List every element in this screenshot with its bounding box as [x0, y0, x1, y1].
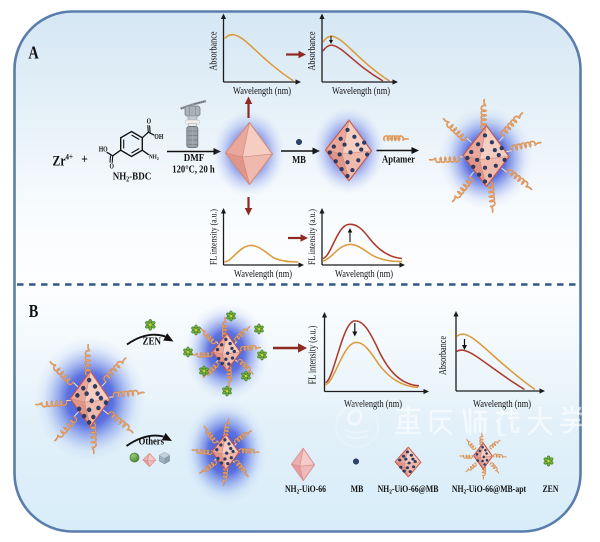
svg-text:NH2-UiO-66: NH2-UiO-66	[285, 483, 327, 495]
svg-text:2: 2	[157, 155, 159, 160]
svg-text:Wavelength (nm): Wavelength (nm)	[335, 268, 393, 280]
svg-text:MB: MB	[292, 154, 306, 166]
svg-text:FL intensity (a.u.): FL intensity (a.u.)	[208, 209, 219, 265]
svg-text:NH: NH	[149, 154, 157, 161]
svg-text:ZEN: ZEN	[542, 483, 559, 494]
svg-text:Wavelength (nm): Wavelength (nm)	[233, 85, 291, 97]
svg-text:Wavelength (nm): Wavelength (nm)	[332, 85, 390, 97]
svg-text:FL intensity (a.u.): FL intensity (a.u.)	[307, 326, 318, 385]
svg-text:Absorbance: Absorbance	[306, 31, 317, 70]
svg-text:120°C, 20 h: 120°C, 20 h	[172, 164, 215, 176]
svg-text:HO: HO	[99, 146, 108, 154]
svg-text:MB: MB	[351, 483, 364, 494]
svg-text:OH: OH	[154, 133, 163, 141]
svg-text:Wavelength (nm): Wavelength (nm)	[473, 398, 531, 410]
svg-text:Absorbance: Absorbance	[437, 336, 448, 375]
svg-text:Others: Others	[139, 436, 165, 448]
svg-text:O: O	[147, 118, 151, 126]
svg-text:B: B	[29, 303, 39, 322]
svg-text:NH2-BDC: NH2-BDC	[113, 171, 151, 184]
svg-text:Absorbance: Absorbance	[208, 31, 219, 70]
svg-text:FL intensity (a.u.): FL intensity (a.u.)	[306, 209, 317, 265]
svg-text:DMF: DMF	[184, 152, 205, 164]
svg-text:NH2-UiO-66@MB: NH2-UiO-66@MB	[378, 483, 439, 495]
svg-text:NH2-UiO-66@MB-apt: NH2-UiO-66@MB-apt	[452, 483, 526, 495]
svg-text:ZEN: ZEN	[142, 336, 161, 348]
svg-text:Wavelength (nm): Wavelength (nm)	[344, 398, 402, 410]
svg-text:A: A	[28, 44, 39, 63]
svg-text:Aptamer: Aptamer	[382, 154, 416, 166]
svg-text:O: O	[109, 163, 113, 171]
svg-text:Wavelength (nm): Wavelength (nm)	[234, 268, 292, 280]
svg-text:+: +	[81, 151, 88, 166]
